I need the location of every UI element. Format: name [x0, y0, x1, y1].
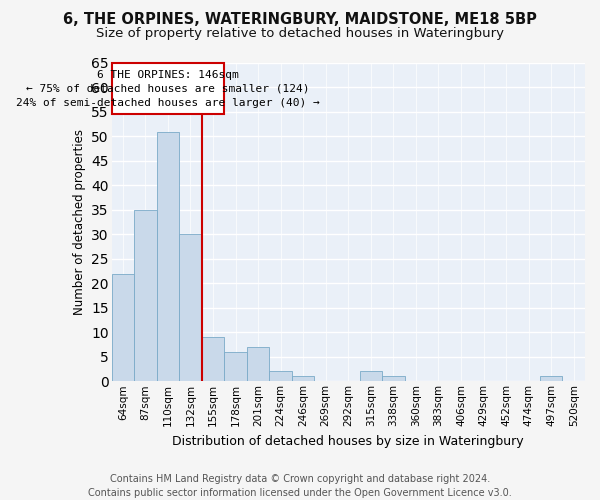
X-axis label: Distribution of detached houses by size in Wateringbury: Distribution of detached houses by size …: [172, 434, 524, 448]
Bar: [269, 372, 292, 382]
Bar: [157, 132, 179, 382]
Text: 6, THE ORPINES, WATERINGBURY, MAIDSTONE, ME18 5BP: 6, THE ORPINES, WATERINGBURY, MAIDSTONE,…: [63, 12, 537, 28]
Y-axis label: Number of detached properties: Number of detached properties: [73, 129, 86, 315]
Bar: [247, 347, 269, 382]
Bar: [292, 376, 314, 382]
FancyBboxPatch shape: [112, 63, 224, 114]
Bar: [202, 337, 224, 382]
Bar: [540, 376, 562, 382]
Text: Contains HM Land Registry data © Crown copyright and database right 2024.
Contai: Contains HM Land Registry data © Crown c…: [88, 474, 512, 498]
Text: Size of property relative to detached houses in Wateringbury: Size of property relative to detached ho…: [96, 28, 504, 40]
Bar: [382, 376, 404, 382]
Bar: [224, 352, 247, 382]
Bar: [134, 210, 157, 382]
Text: 6 THE ORPINES: 146sqm
← 75% of detached houses are smaller (124)
24% of semi-det: 6 THE ORPINES: 146sqm ← 75% of detached …: [16, 70, 320, 108]
Bar: [359, 372, 382, 382]
Bar: [112, 274, 134, 382]
Bar: [179, 234, 202, 382]
